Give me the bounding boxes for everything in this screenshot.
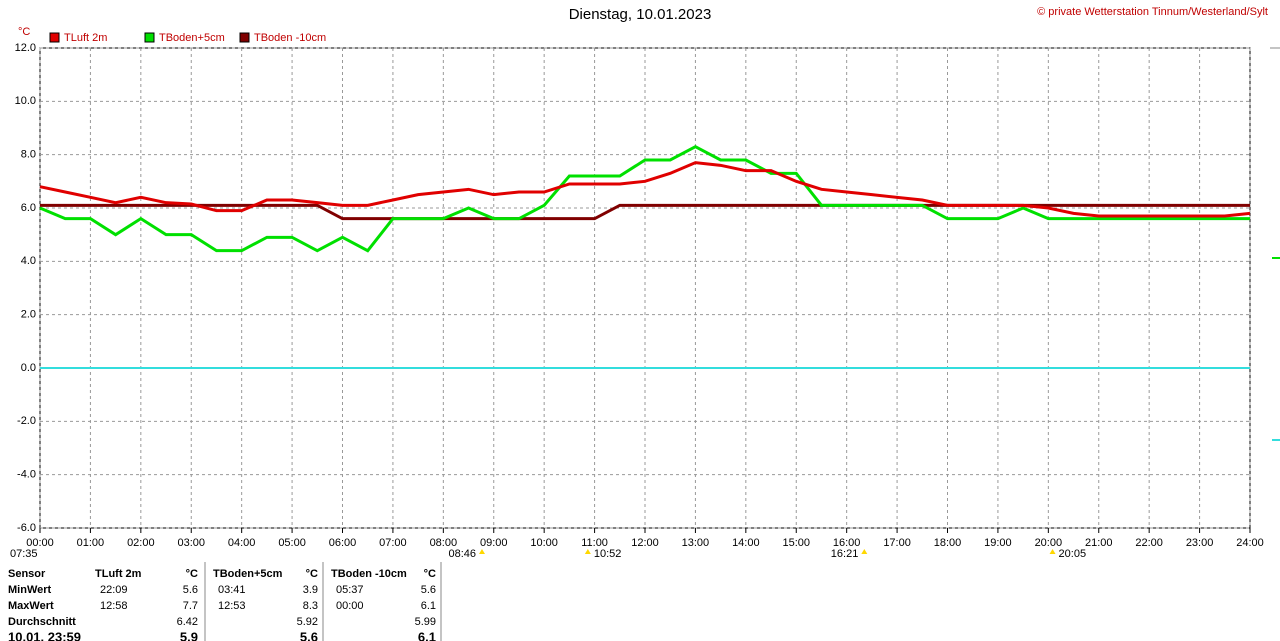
cell-time: 12:53 — [218, 600, 246, 612]
y-tick-label: 12.0 — [15, 42, 36, 54]
sun-marker — [478, 549, 485, 554]
y-unit: °C — [18, 26, 30, 38]
cell-time: 22:09 — [100, 584, 128, 596]
y-tick-label: -2.0 — [17, 415, 36, 427]
cell-time: 03:41 — [218, 584, 246, 596]
x-tick-label: 00:00 — [26, 537, 54, 549]
x-tick-label: 11:00 — [581, 537, 608, 549]
sun-marker-label: 10:52 — [594, 548, 622, 560]
x-tick-label: 22:00 — [1135, 537, 1163, 549]
table-header: °C — [424, 568, 436, 580]
cell-value: 5.99 — [415, 616, 436, 628]
cell-value: 5.92 — [297, 616, 318, 628]
legend-swatch — [49, 32, 60, 43]
summary-table: Sensor TLuft 2m °C TBoden+5cm °C TBoden -10cm… — [8, 562, 442, 641]
sun-marker-label: 20:05 — [1059, 548, 1087, 560]
sun-marker — [861, 549, 868, 554]
x-tick-label: 08:00 — [430, 537, 458, 549]
legend-swatch — [144, 32, 155, 43]
cell-time: 12:58 — [100, 600, 128, 612]
x-tick-label: 03:00 — [177, 537, 205, 549]
series-line — [39, 144, 1250, 253]
x-tick-label: 13:00 — [682, 537, 710, 549]
copyright: © private Wetterstation Tinnum/Westerlan… — [1037, 6, 1268, 18]
cell-time: 05:37 — [336, 584, 364, 596]
x-tick-label: 02:00 — [127, 537, 155, 549]
cell-value: 6.1 — [418, 629, 436, 641]
cell-value: 3.9 — [303, 584, 318, 596]
sun-marker-label: 08:46 — [448, 548, 476, 560]
row-label: MaxWert — [8, 600, 54, 612]
x-tick-label: 17:00 — [883, 537, 911, 549]
table-header: Sensor — [8, 568, 46, 580]
cell-value: 5.9 — [180, 629, 198, 641]
y-tick-label: 10.0 — [15, 95, 36, 107]
series-line — [40, 203, 1250, 221]
cell-value: 7.7 — [183, 600, 198, 612]
sun-marker — [584, 549, 591, 554]
x-tick-label: 04:00 — [228, 537, 256, 549]
legend-label: TLuft 2m — [64, 32, 107, 44]
x-tick-label: 12:00 — [631, 537, 659, 549]
cell-value: 5.6 — [183, 584, 198, 596]
x-tick-label: 19:00 — [984, 537, 1012, 549]
table-header: °C — [186, 568, 198, 580]
cell-value: 6.42 — [177, 616, 198, 628]
x-tick-label: 10:00 — [530, 537, 558, 549]
y-tick-label: 8.0 — [21, 149, 36, 161]
x-tick-label: 01:00 — [77, 537, 105, 549]
legend-label: TBoden+5cm — [159, 32, 225, 44]
x-tick-label: 05:00 — [278, 537, 306, 549]
x-tick-label: 14:00 — [732, 537, 760, 549]
row-label: MinWert — [8, 584, 52, 596]
sun-marker-label: 07:35 — [10, 548, 38, 560]
cell-value: 6.1 — [421, 600, 436, 612]
sun-marker — [1049, 549, 1056, 554]
x-tick-label: 23:00 — [1186, 537, 1214, 549]
cell-value: 5.6 — [300, 629, 318, 641]
x-tick-label: 09:00 — [480, 537, 508, 549]
y-tick-label: 4.0 — [21, 255, 36, 267]
y-tick-label: -4.0 — [17, 469, 36, 481]
y-tick-label: 6.0 — [21, 202, 36, 214]
series-line — [39, 161, 1251, 218]
x-tick-label: 21:00 — [1085, 537, 1113, 549]
sun-marker-label: 16:21 — [831, 548, 859, 560]
legend-swatch — [239, 32, 250, 43]
y-tick-label: 2.0 — [21, 309, 36, 321]
row-label: Durchschnitt — [8, 616, 76, 628]
cell-value: 8.3 — [303, 600, 318, 612]
table-header: TLuft 2m — [95, 568, 142, 580]
chart-title: Dienstag, 10.01.2023 — [569, 6, 712, 23]
cell-time: 00:00 — [336, 600, 364, 612]
table-header: TBoden -10cm — [331, 568, 407, 580]
table-header: TBoden+5cm — [213, 568, 283, 580]
x-tick-label: 18:00 — [934, 537, 962, 549]
x-tick-label: 24:00 — [1236, 537, 1264, 549]
x-tick-label: 15:00 — [782, 537, 810, 549]
row-label: 10.01. 23:59 — [8, 629, 81, 641]
y-tick-label: -6.0 — [17, 522, 36, 534]
x-tick-label: 20:00 — [1035, 537, 1063, 549]
x-tick-label: 16:00 — [833, 537, 861, 549]
table-header: °C — [306, 568, 318, 580]
x-tick-label: 06:00 — [329, 537, 357, 549]
legend-label: TBoden -10cm — [254, 32, 326, 44]
x-tick-label: 07:00 — [379, 537, 407, 549]
cell-value: 5.6 — [421, 584, 436, 596]
y-tick-label: 0.0 — [21, 362, 36, 374]
